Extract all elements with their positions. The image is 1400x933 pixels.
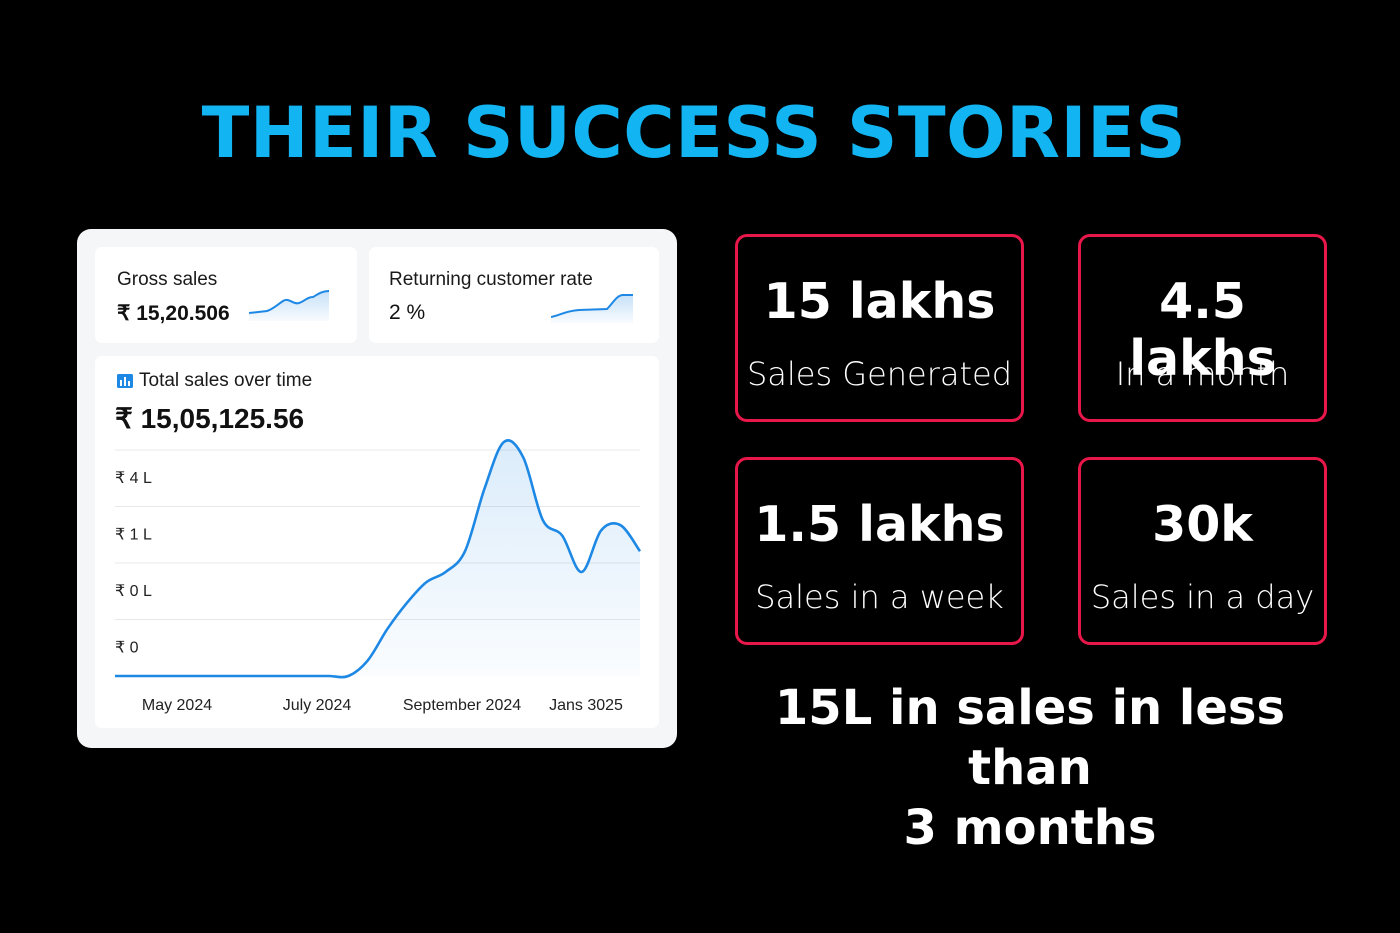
y-tick-label: ₹ 4 L <box>115 470 152 487</box>
total-sales-panel: ₹ 4 L ₹ 1 L ₹ 0 L ₹ 0 May 2024 July 2024 Septe… <box>95 356 659 728</box>
bar-chart-icon <box>117 374 133 388</box>
tagline-line-1: 15L in sales in less than <box>774 680 1286 796</box>
stat-label: In a month <box>1115 355 1290 393</box>
x-tick-label: Jans 3025 <box>549 697 623 714</box>
stat-card-in-a-month: 4.5 lakhs In a month <box>1078 234 1327 422</box>
total-sales-title-row: Total sales over time <box>117 370 312 392</box>
page-headline: THEIR SUCCESS STORIES <box>201 92 1187 174</box>
total-sales-title: Total sales over time <box>139 370 313 391</box>
stat-card-sales-in-a-day: 30k Sales in a day <box>1078 457 1327 645</box>
x-tick-label: September 2024 <box>403 697 521 714</box>
stat-label: Sales in a day <box>1090 578 1315 616</box>
stat-value: 4.5 lakhs <box>1129 273 1276 387</box>
stat-label: Sales Generated <box>746 355 1013 393</box>
sales-area-fill <box>115 440 640 678</box>
tagline: 15L in sales in less than 3 months <box>732 678 1328 858</box>
sales-dashboard-card: Gross sales ₹ 15,20.506 Returning custom… <box>77 229 677 748</box>
x-tick-label: July 2024 <box>283 697 352 714</box>
total-sales-chart: ₹ 4 L ₹ 1 L ₹ 0 L ₹ 0 May 2024 July 2024 Septe… <box>114 439 642 714</box>
y-tick-label: ₹ 0 <box>115 640 139 657</box>
returning-rate-value: 2 % <box>389 301 426 324</box>
returning-customer-card: Returning customer rate 2 % <box>369 247 659 343</box>
total-sales-value: ₹ 15,05,125.56 <box>115 403 305 434</box>
stat-card-sales-generated: 15 lakhs Sales Generated <box>735 234 1024 422</box>
x-tick-label: May 2024 <box>142 697 212 714</box>
tagline-line-2: 3 months <box>903 800 1157 856</box>
stat-value: 30k <box>1152 496 1253 553</box>
y-tick-label: ₹ 0 L <box>115 583 152 600</box>
stat-label: Sales in a week <box>755 578 1004 616</box>
gross-sales-sparkline <box>249 290 330 321</box>
stat-value: 1.5 lakhs <box>754 496 1005 553</box>
gross-sales-label: Gross sales <box>117 269 218 290</box>
stat-card-sales-in-a-week: 1.5 lakhs Sales in a week <box>735 457 1024 645</box>
sales-series-line <box>114 439 642 679</box>
returning-rate-label: Returning customer rate <box>389 269 593 290</box>
gross-sales-card: Gross sales ₹ 15,20.506 <box>95 247 357 343</box>
gross-sales-value: ₹ 15,20.506 <box>117 302 230 325</box>
y-tick-label: ₹ 1 L <box>115 527 152 544</box>
stat-value: 15 lakhs <box>763 273 996 330</box>
returning-rate-sparkline <box>551 294 633 323</box>
